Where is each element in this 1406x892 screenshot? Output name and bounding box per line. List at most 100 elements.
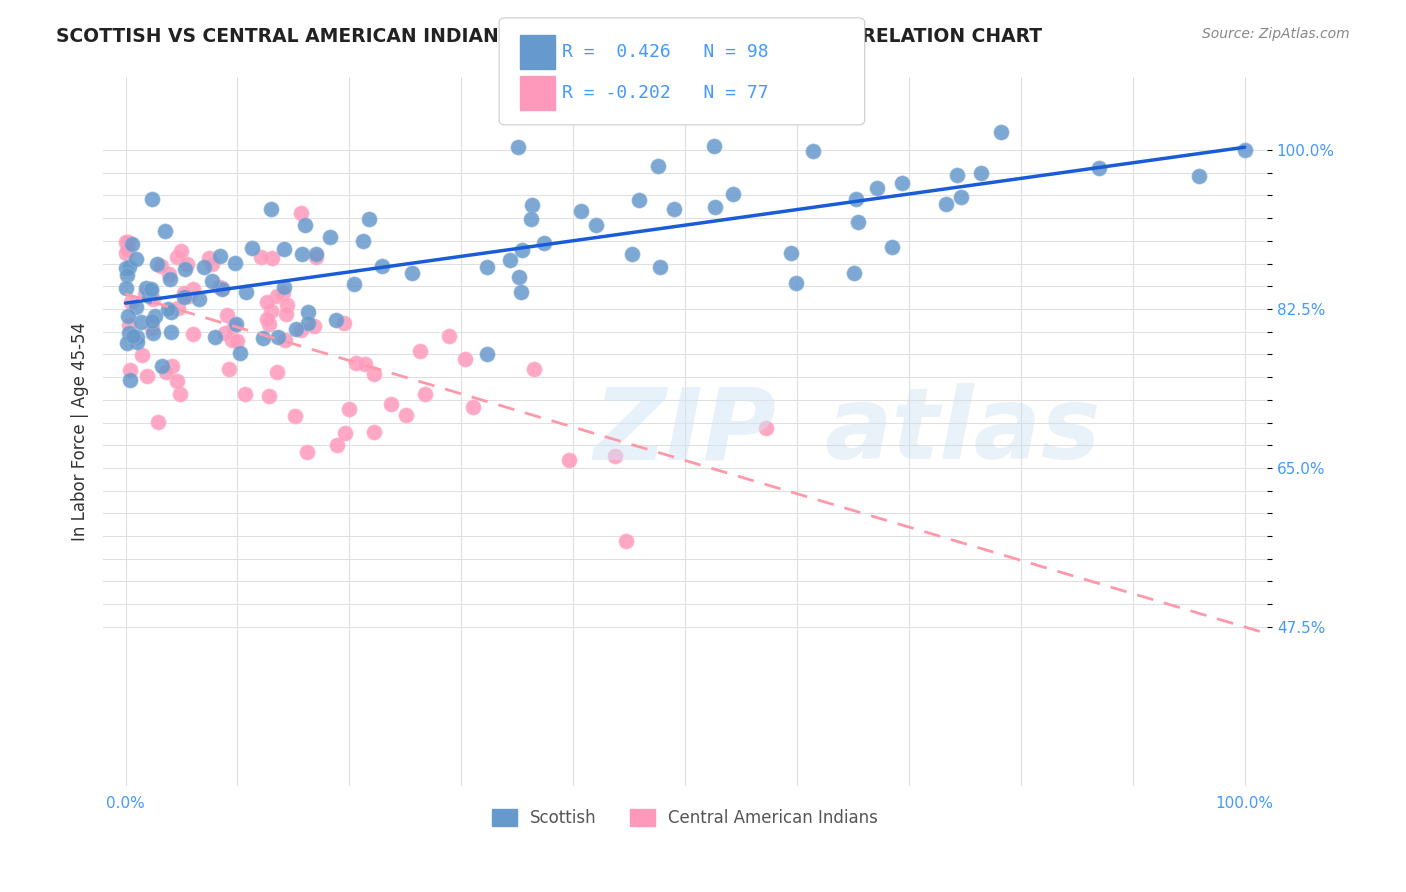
Point — [142, 292, 165, 306]
Point — [135, 281, 157, 295]
Point — [409, 343, 432, 358]
Point — [122, 329, 145, 343]
Point — [150, 359, 173, 373]
Point — [510, 285, 533, 300]
Point — [256, 312, 278, 326]
Point — [173, 286, 195, 301]
Point — [166, 374, 188, 388]
Point — [141, 192, 163, 206]
Point — [201, 257, 224, 271]
Point — [294, 218, 316, 232]
Point — [141, 314, 163, 328]
Point — [155, 365, 177, 379]
Point — [118, 318, 141, 333]
Point — [129, 315, 152, 329]
Point — [569, 204, 592, 219]
Point — [332, 316, 354, 330]
Text: atlas: atlas — [825, 383, 1101, 480]
Point — [935, 196, 957, 211]
Point — [167, 301, 190, 315]
Point — [146, 257, 169, 271]
Point — [224, 256, 246, 270]
Point — [181, 327, 204, 342]
Point — [114, 281, 136, 295]
Point — [157, 302, 180, 317]
Point — [285, 322, 308, 336]
Point — [215, 308, 238, 322]
Point — [125, 330, 148, 344]
Point — [499, 253, 522, 268]
Point — [846, 215, 869, 229]
Point — [148, 415, 170, 429]
Point — [127, 334, 149, 349]
Point — [176, 257, 198, 271]
Point — [305, 247, 328, 261]
Point — [139, 282, 162, 296]
Point — [136, 369, 159, 384]
Point — [1233, 143, 1256, 157]
Text: R = -0.202   N = 77: R = -0.202 N = 77 — [562, 84, 769, 102]
Point — [145, 309, 167, 323]
Point — [173, 290, 195, 304]
Point — [208, 249, 231, 263]
Point — [290, 322, 312, 336]
Point — [380, 396, 402, 410]
Point — [114, 235, 136, 250]
Point — [221, 333, 243, 347]
Point — [343, 277, 366, 291]
Point — [603, 449, 626, 463]
Point — [267, 330, 290, 344]
Point — [115, 268, 138, 282]
Point — [558, 453, 581, 467]
Point — [477, 346, 499, 360]
Text: R =  0.426   N = 98: R = 0.426 N = 98 — [562, 43, 769, 61]
Point — [585, 218, 607, 232]
Point — [198, 251, 221, 265]
Point — [117, 260, 139, 275]
Point — [454, 351, 477, 366]
Y-axis label: In Labor Force | Age 45-54: In Labor Force | Age 45-54 — [72, 322, 89, 541]
Point — [114, 246, 136, 260]
Point — [201, 274, 224, 288]
Point — [125, 252, 148, 266]
Point — [225, 317, 247, 331]
Point — [346, 355, 368, 369]
Point — [225, 334, 247, 349]
Point — [335, 425, 357, 440]
Point — [134, 286, 156, 301]
Point — [647, 159, 669, 173]
Point — [120, 362, 142, 376]
Point — [664, 202, 686, 216]
Point — [256, 295, 278, 310]
Point — [257, 317, 280, 331]
Point — [297, 305, 319, 319]
Point — [260, 202, 283, 216]
Point — [620, 247, 643, 261]
Point — [177, 289, 200, 303]
Point — [801, 144, 824, 158]
Point — [891, 176, 914, 190]
Point — [208, 280, 231, 294]
Point — [1188, 169, 1211, 183]
Point — [461, 400, 484, 414]
Point — [969, 165, 991, 179]
Point — [354, 357, 377, 371]
Point — [138, 288, 160, 302]
Point — [169, 386, 191, 401]
Point — [363, 425, 385, 439]
Point — [188, 292, 211, 306]
Point — [211, 282, 233, 296]
Point — [880, 240, 903, 254]
Point — [266, 288, 288, 302]
Point — [173, 261, 195, 276]
Point — [352, 234, 374, 248]
Text: SCOTTISH VS CENTRAL AMERICAN INDIAN IN LABOR FORCE | AGE 45-54 CORRELATION CHART: SCOTTISH VS CENTRAL AMERICAN INDIAN IN L… — [56, 27, 1042, 46]
Point — [166, 251, 188, 265]
Point — [170, 244, 193, 259]
Point — [160, 359, 183, 374]
Point — [520, 211, 543, 226]
Point — [153, 224, 176, 238]
Point — [302, 319, 325, 334]
Point — [779, 246, 801, 260]
Point — [703, 139, 725, 153]
